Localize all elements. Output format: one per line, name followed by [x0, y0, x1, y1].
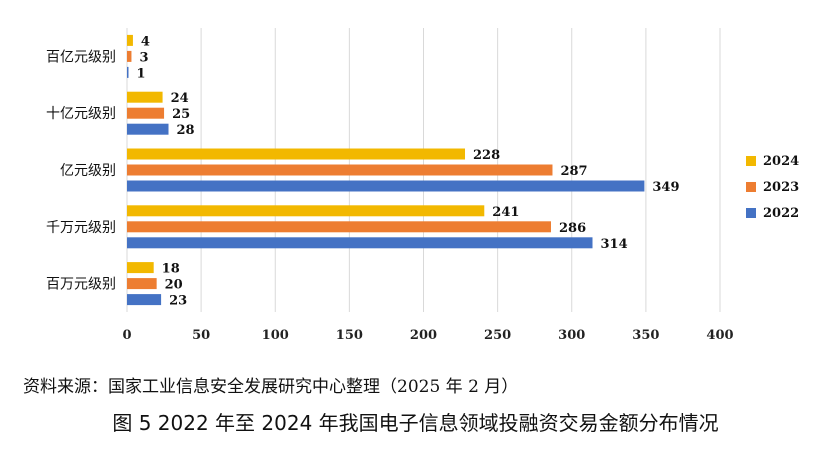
x-tick-label: 250: [484, 328, 511, 343]
category-label: 亿元级别: [60, 163, 116, 179]
category-label: 千万元级别: [46, 220, 116, 236]
data-label: 241: [492, 205, 519, 220]
bar-2023: [127, 164, 553, 176]
legend-item: 2023: [746, 174, 799, 200]
bar-2022: [127, 180, 645, 192]
legend-swatch: [746, 182, 756, 192]
bar-2022: [127, 237, 593, 249]
bar-2023: [127, 221, 551, 233]
bar-2022: [127, 66, 129, 78]
data-label: 24: [171, 91, 189, 106]
data-label: 228: [473, 148, 500, 163]
bar-2024: [127, 34, 133, 46]
data-label: 287: [560, 164, 587, 179]
x-tick-label: 350: [632, 328, 659, 343]
category-label: 百亿元级别: [46, 49, 116, 65]
data-label: 3: [139, 50, 148, 65]
x-tick-label: 100: [262, 328, 289, 343]
bar-2022: [127, 294, 162, 306]
data-label: 25: [172, 107, 190, 122]
x-tick-label: 0: [122, 328, 131, 343]
bar-2024: [127, 148, 466, 160]
category-label: 百万元级别: [46, 277, 116, 293]
bar-2023: [127, 50, 132, 62]
bar-2024: [127, 91, 163, 103]
source-note: 资料来源：国家工业信息安全发展研究中心整理（2025 年 2 月）: [23, 377, 519, 397]
legend-item: 2024: [746, 148, 799, 174]
legend-label: 2023: [763, 179, 800, 195]
x-tick-label: 400: [706, 328, 733, 343]
legend: 2024 2023 2022: [746, 148, 799, 226]
data-label: 286: [559, 221, 586, 236]
data-label: 20: [165, 278, 183, 293]
legend-label: 2022: [763, 205, 800, 221]
data-label: 4: [141, 34, 150, 49]
data-label: 28: [177, 123, 195, 138]
data-label: 23: [169, 294, 187, 309]
category-label: 十亿元级别: [46, 106, 116, 122]
x-tick-labels: 0 50 100 150 200 250 300 350 400: [122, 328, 733, 343]
data-label: 18: [162, 262, 180, 277]
figure-caption: 图 5 2022 年至 2024 年我国电子信息领域投融资交易金额分布情况: [112, 411, 719, 435]
bar-2022: [127, 123, 169, 135]
data-label: 1: [137, 66, 146, 81]
x-tick-label: 200: [410, 328, 437, 343]
bar-2024: [127, 262, 154, 274]
bar-2023: [127, 107, 165, 119]
legend-swatch: [746, 208, 756, 218]
x-tick-label: 50: [192, 328, 210, 343]
data-label: 349: [652, 180, 679, 195]
x-tick-label: 300: [558, 328, 585, 343]
legend-swatch: [746, 156, 756, 166]
legend-item: 2022: [746, 200, 799, 226]
x-tick-label: 150: [336, 328, 363, 343]
data-label: 314: [601, 237, 628, 252]
legend-label: 2024: [763, 153, 800, 169]
bar-2023: [127, 278, 157, 290]
bar-2024: [127, 205, 485, 217]
